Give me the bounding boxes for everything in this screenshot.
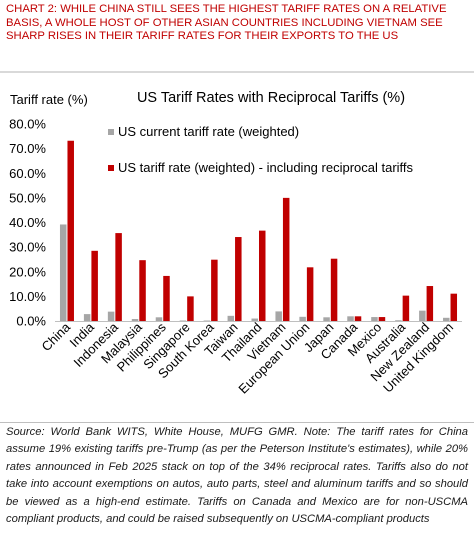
bar-current-tariff: [155, 317, 163, 321]
bar-current-tariff: [443, 317, 450, 321]
bar-current-tariff: [227, 315, 235, 321]
y-tick-label: 80.0%: [9, 117, 46, 132]
bar-reciprocal-tariff: [426, 286, 434, 321]
bar-current-tariff: [419, 310, 426, 321]
y-tick-label: 70.0%: [9, 141, 46, 156]
y-tick-label: 30.0%: [9, 240, 46, 255]
source-note: Source: World Bank WITS, White House, MU…: [6, 426, 468, 526]
bar-reciprocal-tariff: [235, 237, 242, 321]
legend: US current tariff rate (weighted) US tar…: [108, 124, 414, 175]
bars-group: [59, 140, 458, 321]
y-axis-label: Tariff rate (%): [10, 92, 88, 107]
bar-reciprocal-tariff: [282, 197, 290, 321]
bar-reciprocal-tariff: [402, 295, 410, 321]
top-divider: [0, 71, 474, 73]
bar-current-tariff: [323, 317, 330, 321]
bar-reciprocal-tariff: [115, 233, 122, 321]
bar-reciprocal-tariff: [330, 258, 338, 321]
x-axis: ChinaIndiaIndonesiaMalaysiaPhilippinesSi…: [38, 319, 462, 397]
bar-reciprocal-tariff: [91, 250, 98, 321]
bar-current-tariff: [395, 320, 402, 321]
y-tick-label: 40.0%: [9, 215, 46, 230]
bar-reciprocal-tariff: [187, 296, 194, 321]
legend-label-reciprocal: US tariff rate (weighted) - including re…: [118, 160, 414, 175]
y-tick-label: 50.0%: [9, 190, 46, 205]
bar-current-tariff: [107, 311, 115, 321]
y-tick-label: 60.0%: [9, 166, 46, 181]
legend-swatch-reciprocal: [108, 165, 114, 171]
bar-reciprocal-tariff: [163, 275, 170, 321]
legend-swatch-current: [108, 129, 114, 135]
bar-reciprocal-tariff: [67, 140, 74, 321]
y-tick-label: 0.0%: [16, 314, 46, 329]
bar-current-tariff: [371, 317, 378, 321]
y-axis: 0.0% 10.0% 20.0% 30.0% 40.0% 50.0% 60.0% 70.0% 8…: [9, 117, 46, 329]
bar-reciprocal-tariff: [378, 317, 386, 321]
chart-caption: CHART 2: WHILE CHINA STILL SEES THE HIGH…: [6, 3, 447, 43]
bar-reciprocal-tariff: [139, 260, 146, 321]
bar-reciprocal-tariff: [354, 316, 362, 321]
bar-current-tariff: [131, 319, 139, 321]
bar-reciprocal-tariff: [211, 259, 218, 321]
bar-current-tariff: [275, 311, 282, 321]
tariff-bar-chart: US Tariff Rates with Reciprocal Tariffs …: [9, 90, 462, 397]
bar-reciprocal-tariff: [306, 267, 314, 321]
bar-current-tariff: [83, 314, 91, 321]
bar-reciprocal-tariff: [259, 230, 266, 321]
bar-reciprocal-tariff: [450, 293, 458, 321]
y-tick-label: 20.0%: [9, 264, 46, 279]
legend-label-current: US current tariff rate (weighted): [118, 124, 299, 139]
bar-current-tariff: [59, 224, 67, 321]
bar-current-tariff: [299, 316, 306, 321]
bottom-divider: [0, 422, 474, 423]
bar-current-tariff: [347, 316, 354, 321]
y-tick-label: 10.0%: [9, 289, 46, 304]
chart-title: US Tariff Rates with Reciprocal Tariffs …: [137, 90, 405, 106]
bar-current-tariff: [251, 318, 258, 321]
